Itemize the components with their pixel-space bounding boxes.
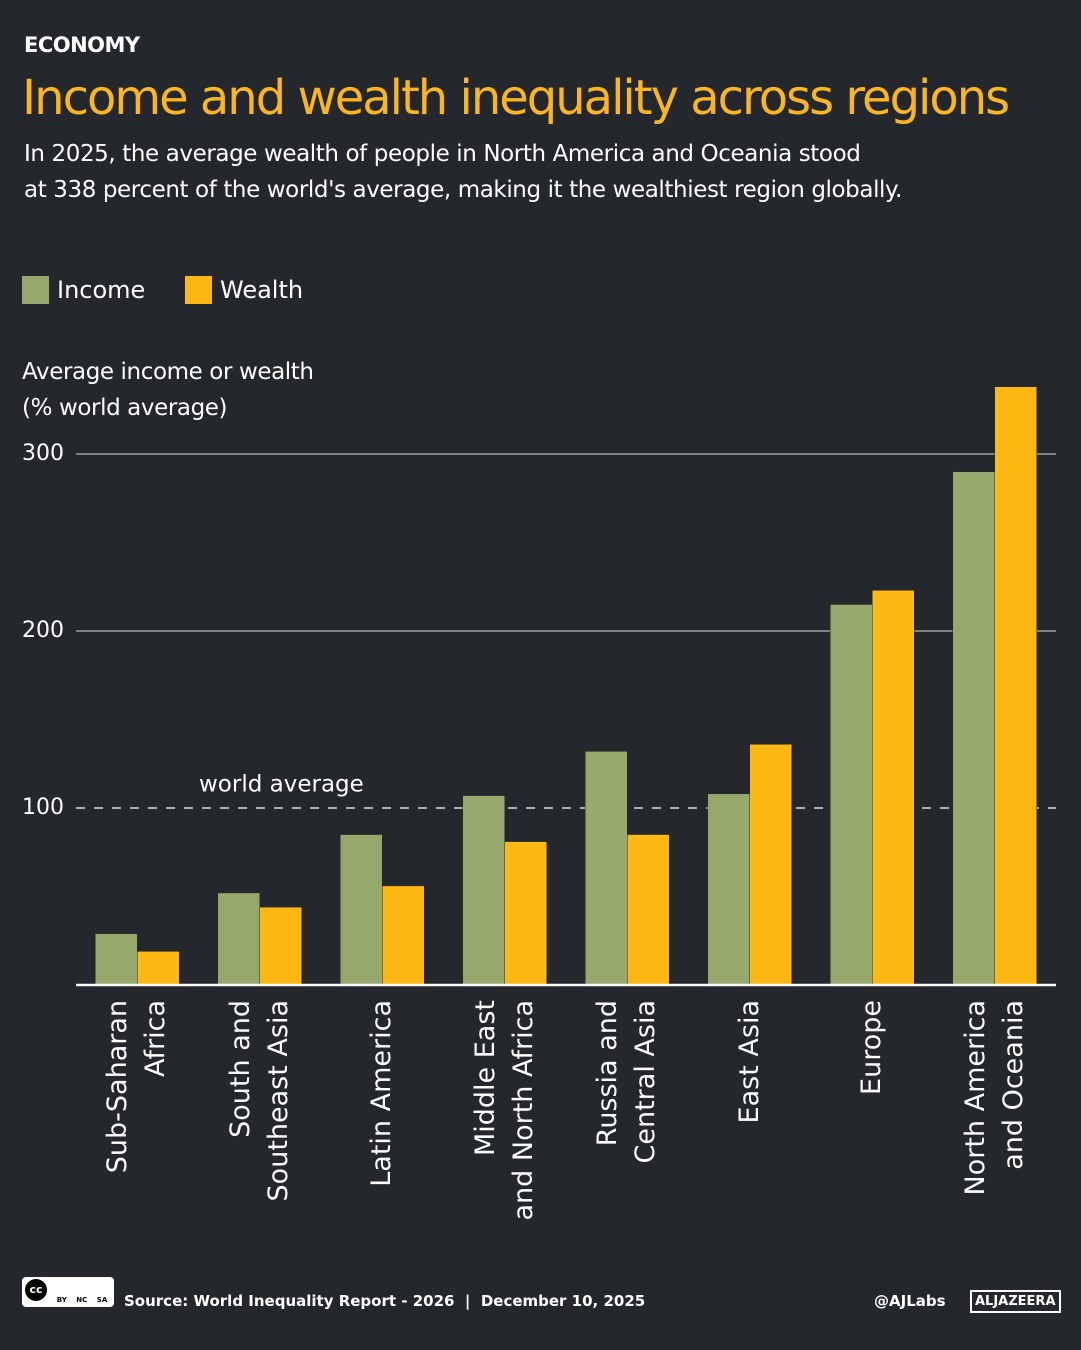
legend-item: Wealth <box>185 276 303 304</box>
bar <box>95 933 138 986</box>
license-terms: BY NC SA <box>52 1296 112 1304</box>
legend-swatch <box>22 276 49 304</box>
license-term: NC <box>76 1296 88 1304</box>
reference-label: world average <box>199 772 364 798</box>
legend-swatch <box>185 276 212 304</box>
bar <box>462 795 505 986</box>
source: Source: World Inequality Report - 2026 |… <box>124 1292 646 1310</box>
bar <box>217 892 260 986</box>
bar <box>585 751 628 986</box>
bar <box>504 841 547 986</box>
bar <box>382 885 425 986</box>
section-label: ECONOMY <box>24 33 140 57</box>
cc-badge: cc BY NC SA <box>22 1277 114 1307</box>
x-tick-label: Sub-Saharan Africa <box>102 1000 172 1174</box>
bar <box>994 386 1037 986</box>
license-term: SA <box>96 1296 108 1304</box>
x-tick-label: Latin America <box>366 1000 398 1187</box>
bar <box>259 906 302 986</box>
x-tick-label: Europe <box>856 1000 888 1095</box>
bar <box>872 590 915 986</box>
legend-label: Wealth <box>220 276 304 304</box>
bar <box>830 604 873 986</box>
chart-subtitle: In 2025, the average wealth of people in… <box>24 141 902 203</box>
bar <box>340 834 383 986</box>
x-tick-label: Russia and Central Asia <box>592 1000 662 1164</box>
chart-title: Income and wealth inequality across regi… <box>22 70 1010 126</box>
bar <box>952 471 995 986</box>
y-tick-label: 300 <box>22 441 64 466</box>
license-term: BY <box>56 1296 67 1304</box>
y-axis-title: Average income or wealth (% world averag… <box>22 359 314 421</box>
y-tick-label: 200 <box>22 618 64 643</box>
brand-logo: ALJAZEERA <box>970 1290 1061 1313</box>
legend-item: Income <box>22 276 145 304</box>
legend-label: Income <box>57 276 146 304</box>
y-tick-label: 100 <box>22 795 64 820</box>
x-tick-label: Middle East and North Africa <box>469 1000 539 1221</box>
x-tick-label: East Asia <box>733 1000 765 1124</box>
bar <box>627 834 670 986</box>
handle: @AJLabs <box>874 1292 946 1310</box>
x-tick-label: South and Southeast Asia <box>224 1000 294 1202</box>
bar <box>749 744 792 986</box>
bar <box>137 951 180 986</box>
x-tick-label: North America and Oceania <box>959 1000 1029 1196</box>
cc-icon: cc <box>25 1279 47 1301</box>
bar <box>707 793 750 986</box>
